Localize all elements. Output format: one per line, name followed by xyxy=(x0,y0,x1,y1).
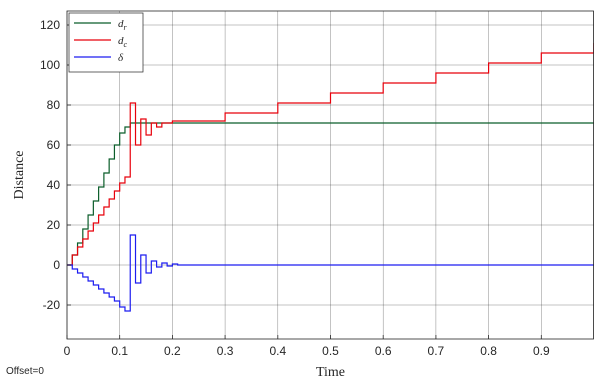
legend-entry: dr xyxy=(118,18,128,32)
y-tick-label: 0 xyxy=(53,258,60,272)
x-axis-label: Time xyxy=(316,365,345,380)
x-tick-label: 0.2 xyxy=(164,344,181,358)
legend-entry: dc xyxy=(118,35,128,49)
series-line-0 xyxy=(67,122,594,266)
legend-entry: δ xyxy=(118,52,124,64)
y-tick-label: 40 xyxy=(47,178,61,192)
x-tick-label: 0.5 xyxy=(322,344,339,358)
legend-box xyxy=(68,12,144,73)
y-tick-label: 60 xyxy=(47,138,61,152)
series-layer xyxy=(67,43,594,312)
offset-label: Offset=0 xyxy=(6,366,44,377)
y-tick-label: 100 xyxy=(40,58,60,72)
y-tick-label: 20 xyxy=(47,218,61,232)
x-tick-label: 0.4 xyxy=(269,344,286,358)
x-tick-label: 0.6 xyxy=(375,344,392,358)
y-tick-label: 120 xyxy=(40,18,60,32)
series-line-1 xyxy=(67,43,594,266)
x-tick-label: 0 xyxy=(64,344,71,358)
x-tick-label: 0.8 xyxy=(480,344,497,358)
x-tick-label: 0.7 xyxy=(428,344,445,358)
y-axis-label: Distance xyxy=(12,151,27,200)
series-line-2 xyxy=(67,234,594,312)
y-tick-label: 80 xyxy=(47,98,61,112)
y-tick-label: -20 xyxy=(43,298,61,312)
x-tick-label: 0.3 xyxy=(217,344,234,358)
x-tick-label: 0.1 xyxy=(111,344,128,358)
x-tick-label: 0.9 xyxy=(533,344,550,358)
legend: dr dc δ xyxy=(68,12,144,73)
tick-layer: 0 0.1 0.2 0.3 0.4 0.5 0.6 0.7 0.8 0.9 -20 0 20 40 60 80… xyxy=(40,18,550,358)
